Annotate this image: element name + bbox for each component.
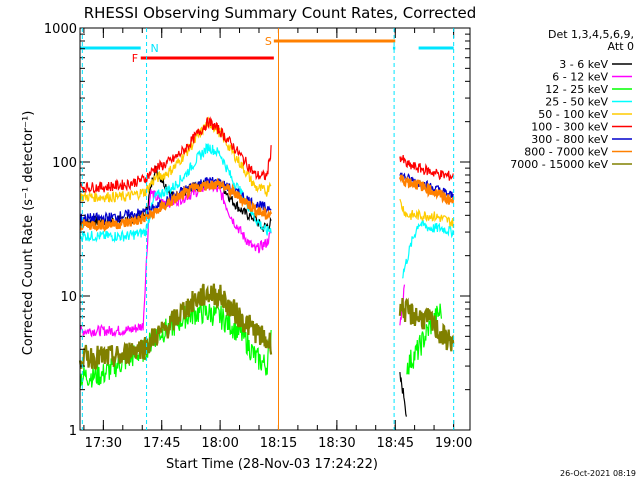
- series-line-3-after: [402, 217, 454, 279]
- series-line-4-after: [399, 198, 454, 228]
- legend-label: 7000 - 15000 keV: [510, 158, 608, 171]
- x-tick-label: 17:30: [85, 436, 122, 451]
- flag-label-N: N: [151, 42, 159, 55]
- y-axis-label: Corrected Count Rate (s⁻¹ detector⁻¹): [21, 111, 36, 356]
- footer-timestamp: 26-Oct-2021 08:19: [560, 469, 636, 478]
- legend-label: 25 - 50 keV: [545, 96, 608, 109]
- series-line-4: [79, 116, 272, 203]
- x-tick-label: 19:00: [435, 436, 472, 451]
- y-tick-label: 1: [69, 424, 77, 439]
- y-tick-label: 1000: [44, 22, 77, 37]
- legend-label: 800 - 7000 keV: [524, 146, 608, 159]
- x-axis-label: Start Time (28-Nov-03 17:24:22): [166, 457, 378, 472]
- series-line-5-after: [399, 155, 454, 181]
- y-tick-label: 100: [52, 156, 77, 171]
- series-layer: [78, 116, 455, 417]
- series-line-7: [79, 177, 273, 233]
- legend-label: 6 - 12 keV: [552, 71, 608, 84]
- x-tick-label: 18:45: [377, 436, 414, 451]
- legend-header: Det 1,3,4,5,6,9,: [548, 28, 634, 41]
- series-line-6-after: [399, 172, 454, 199]
- legend-label: 12 - 25 keV: [545, 83, 608, 96]
- x-tick-label: 17:45: [143, 436, 180, 451]
- flag-label-F: F: [132, 52, 138, 65]
- x-tick-label: 18:15: [260, 436, 297, 451]
- axes-layer: 1 10 100 1000 17:30 17:45 18:00 18:15 18:30 18:45…: [44, 22, 472, 451]
- chart-title: RHESSI Observing Summary Count Rates, Co…: [84, 4, 477, 22]
- flag-label-S: S: [265, 35, 272, 48]
- legend-label: 100 - 300 keV: [531, 121, 608, 134]
- legend-label: 300 - 800 keV: [531, 133, 608, 146]
- series-line-7-after: [398, 174, 455, 205]
- series-line-2-after: [406, 303, 442, 375]
- x-tick-label: 18:30: [318, 436, 355, 451]
- series-line-0-after: [399, 372, 407, 417]
- series-line-5: [79, 116, 272, 194]
- x-tick-label: 18:00: [201, 436, 238, 451]
- flag-layer: NF S: [80, 35, 454, 65]
- series-line-8-after: [398, 297, 455, 352]
- y-tick-label: 10: [60, 290, 77, 305]
- legend-label: 3 - 6 keV: [559, 58, 608, 71]
- series-line-8: [78, 283, 273, 371]
- legend-label: 50 - 100 keV: [538, 108, 608, 121]
- plot-frame: [79, 27, 471, 431]
- legend-header: Att 0: [608, 40, 634, 53]
